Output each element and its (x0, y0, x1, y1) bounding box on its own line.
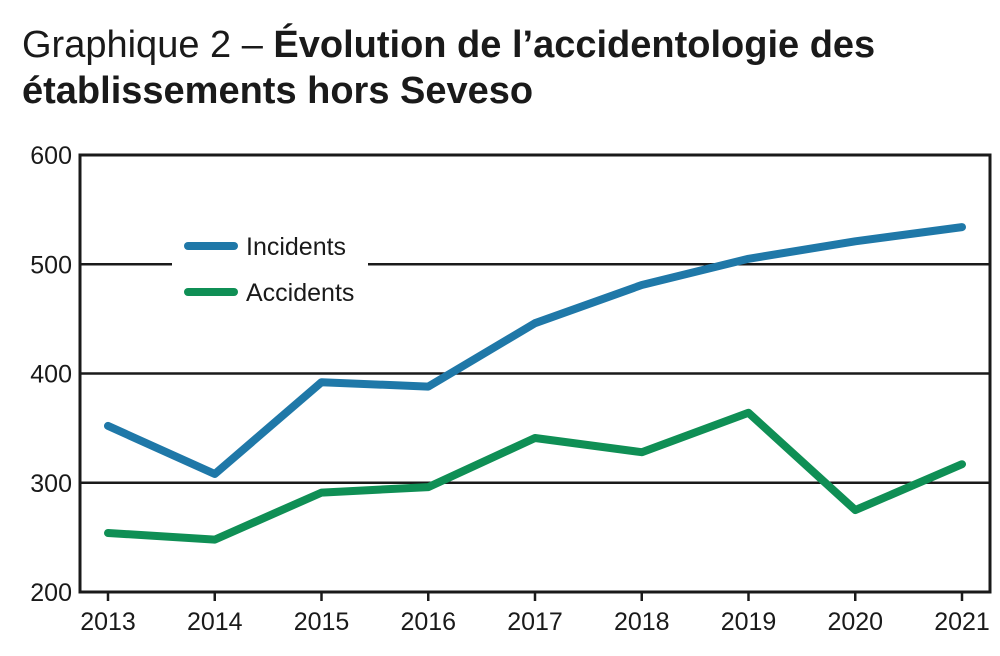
chart-title-main: Évolution de l’accidentologie des établi… (22, 24, 876, 112)
x-axis-ticks: 2013 2014 2015 2016 2017 2018 2019 2020 2021 (80, 592, 990, 636)
chart-title-prefix: Graphique 2 – (22, 24, 274, 66)
x-tick-label: 2013 (80, 608, 136, 636)
series-line-accidents (104, 408, 966, 544)
plot-frame (78, 153, 992, 594)
x-tick-label: 2021 (934, 608, 990, 636)
chart-title: Graphique 2 – Évolution de l’accidentolo… (22, 22, 982, 114)
y-tick-label: 500 (30, 251, 72, 279)
series-lines (104, 223, 966, 544)
legend-label-accidents: Accidents (246, 279, 354, 307)
x-tick-label: 2017 (507, 608, 563, 636)
legend-background (172, 222, 368, 314)
x-tick-label: 2018 (614, 608, 670, 636)
x-tick-label: 2016 (400, 608, 456, 636)
y-tick-label: 200 (30, 579, 72, 607)
y-tick-label: 400 (30, 361, 72, 389)
y-axis-ticks: 200 300 400 500 600 (30, 142, 72, 607)
y-tick-label: 300 (30, 470, 72, 498)
x-tick-label: 2020 (827, 608, 883, 636)
series-line-incidents (104, 223, 966, 478)
legend-label-incidents: Incidents (246, 233, 346, 261)
legend: Incidents Accidents (172, 222, 368, 314)
x-tick-label: 2014 (187, 608, 243, 636)
x-tick-label: 2019 (721, 608, 777, 636)
x-tick-label: 2015 (294, 608, 350, 636)
y-tick-label: 600 (30, 142, 72, 170)
